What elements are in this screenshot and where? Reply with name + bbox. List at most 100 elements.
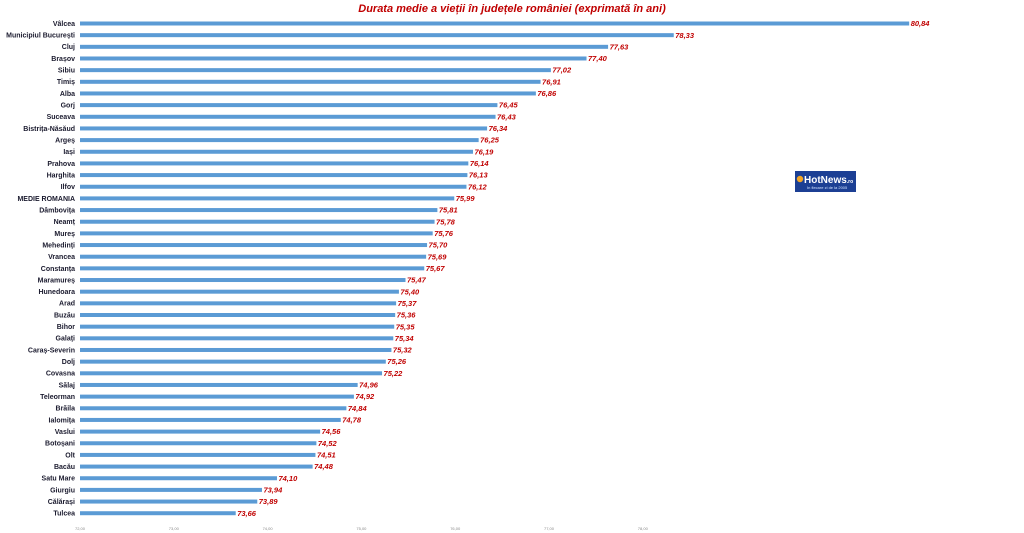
category-label: Bacău (54, 464, 75, 471)
x-tick-label: 77,00 (544, 526, 555, 531)
value-label: 75,22 (384, 369, 404, 378)
category-label: Suceava (47, 114, 76, 121)
x-tick-label: 74,00 (263, 526, 274, 531)
value-label: 76,13 (469, 171, 489, 180)
category-label: Iași (63, 149, 75, 156)
bar (80, 347, 392, 352)
category-label: Timiș (57, 79, 75, 86)
bar (80, 359, 386, 364)
bar (80, 243, 428, 248)
bar (80, 208, 438, 213)
logo-flame-icon (796, 175, 804, 183)
value-label: 75,70 (429, 241, 449, 250)
logo-background (795, 171, 856, 192)
value-label: 76,12 (468, 182, 488, 191)
bar (80, 79, 541, 84)
value-label: 73,66 (237, 509, 257, 518)
category-label: Dâmbovița (39, 207, 75, 214)
value-label: 76,91 (542, 77, 561, 86)
category-label: Ialomița (49, 417, 76, 424)
category-label: Bistrița-Năsăud (23, 126, 75, 133)
bar (80, 21, 910, 26)
category-label: Brăila (56, 406, 76, 413)
bar (80, 219, 435, 224)
category-label: Brașov (51, 56, 75, 63)
bar (80, 56, 587, 61)
category-label: Argeș (55, 138, 75, 145)
bar (80, 103, 498, 108)
category-label: MEDIE ROMANIA (17, 196, 75, 203)
value-label: 75,76 (434, 229, 454, 238)
bar (80, 464, 313, 469)
value-label: 75,81 (439, 206, 458, 215)
bar (80, 126, 488, 131)
bar (80, 301, 397, 306)
bar (80, 406, 347, 411)
bar (80, 278, 406, 283)
value-label: 75,34 (395, 334, 415, 343)
value-label: 74,48 (314, 462, 334, 471)
value-label: 77,63 (610, 42, 630, 51)
bar (80, 429, 321, 434)
category-label: Dolj (62, 359, 75, 366)
value-label: 76,45 (499, 101, 519, 110)
x-tick-label: 75,00 (356, 526, 367, 531)
bar (80, 441, 317, 446)
value-label: 75,78 (436, 217, 456, 226)
value-label: 74,10 (278, 474, 298, 483)
category-label: Alba (60, 91, 75, 98)
value-label: 76,43 (497, 112, 517, 121)
category-label: Maramureș (38, 277, 75, 284)
category-label: Cluj (62, 44, 75, 51)
category-label: Tulcea (53, 511, 75, 518)
value-label: 74,56 (322, 427, 342, 436)
value-label: 78,33 (675, 31, 695, 40)
logo-text: HotNews.ro (804, 175, 853, 186)
category-label: Constanța (41, 266, 75, 273)
category-label: Satu Mare (42, 476, 76, 483)
bar (80, 161, 469, 166)
value-label: 76,34 (489, 124, 509, 133)
value-label: 74,84 (348, 404, 368, 413)
bar (80, 371, 383, 376)
value-label: 75,37 (398, 299, 418, 308)
bar (80, 394, 354, 399)
bar (80, 254, 427, 259)
bar (80, 417, 341, 422)
value-label: 74,51 (317, 451, 336, 460)
bar (80, 289, 399, 294)
bar (80, 313, 396, 317)
category-label: Mehedinți (42, 242, 75, 249)
bar (80, 173, 468, 178)
bar (80, 196, 455, 201)
category-label: Neamț (54, 219, 76, 226)
value-label: 76,25 (480, 136, 500, 145)
bar (80, 324, 395, 329)
category-label: Buzău (54, 312, 75, 319)
bar (80, 114, 496, 119)
category-label: Vâlcea (53, 21, 75, 28)
category-label: Covasna (46, 371, 75, 378)
category-label: Ilfov (61, 184, 75, 191)
category-label: Călărași (48, 499, 75, 506)
category-label: Giurgiu (50, 487, 75, 494)
category-label: Sălaj (59, 382, 75, 389)
value-label: 75,47 (407, 276, 427, 285)
value-label: 77,02 (552, 66, 572, 75)
x-axis-ticks-group: 72,00 73,00 74,00 75,00 76,00 77,00 78,00 (75, 526, 649, 531)
bar (80, 452, 316, 457)
chart-title: Durata medie a vieții în județele români… (358, 3, 666, 15)
value-label: 76,14 (470, 159, 490, 168)
category-label: Municipiul București (6, 33, 75, 40)
category-label: Bihor (57, 324, 76, 331)
value-label: 75,36 (397, 311, 417, 320)
bar (80, 68, 551, 73)
category-label: Sibiu (58, 68, 75, 75)
category-label: Vrancea (48, 254, 75, 261)
category-label: Olt (65, 452, 75, 459)
bar (80, 487, 262, 492)
bar (80, 511, 236, 516)
value-label: 74,52 (318, 439, 338, 448)
